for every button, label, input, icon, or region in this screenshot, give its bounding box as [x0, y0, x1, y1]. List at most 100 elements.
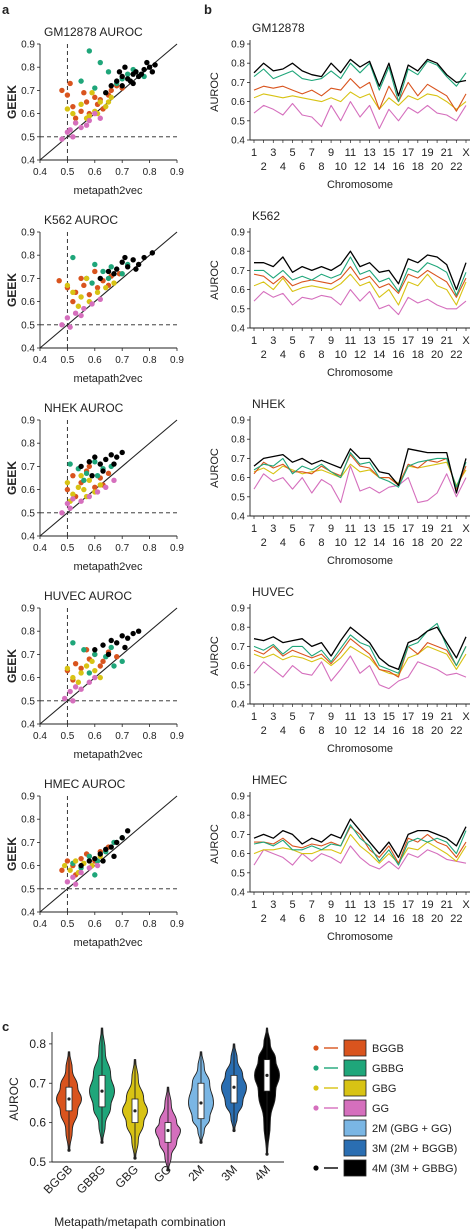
chromosome-label: 16	[392, 161, 404, 173]
scatter-point-4M	[141, 254, 147, 261]
scatter-point-GG	[94, 489, 101, 495]
series-line-GBBG	[253, 452, 467, 488]
scatter-point-BGGB	[92, 268, 98, 275]
series-line-GBBG	[253, 622, 467, 674]
outlier-GBG	[133, 1156, 137, 1160]
outlier-BGGB	[67, 1148, 71, 1152]
outlier-2M	[199, 1140, 203, 1144]
y-tick-label: 0.5	[231, 304, 245, 315]
x-tick-label: 0.5	[60, 355, 74, 366]
chromosome-label: 21	[441, 523, 453, 535]
x-tick-label: 0.4	[33, 919, 47, 930]
scatter-xlabel: metapath2vec	[73, 749, 143, 761]
y-tick-label: 0.6	[231, 97, 245, 108]
scatter-chart-1: K562 AUROC metapath2vec GEEK 0.4 0.5 0.6 0.7 0.…	[5, 213, 184, 385]
scatter-point-4M	[114, 266, 120, 272]
chromosome-label: 17	[402, 711, 414, 723]
scatter-point-GBG	[86, 477, 93, 484]
chromosome-label: 19	[421, 899, 433, 911]
scatter-title: HUVEC AUROC	[44, 589, 132, 603]
scatter-point-GG	[81, 305, 87, 312]
chromosome-label: 18	[412, 913, 424, 925]
scatter-point-4M	[135, 628, 142, 634]
x-tick-label: 0.5	[60, 919, 74, 930]
chromosome-label: 22	[450, 537, 462, 549]
violin-xlabel: Metapath/metapath combination	[54, 1215, 225, 1229]
scatter-point-BGGB	[72, 660, 79, 667]
chromosome-label: 9	[328, 147, 334, 159]
scatter-point-4M	[135, 261, 142, 268]
scatter-point-GG	[64, 315, 71, 321]
scatter-point-GBBG	[81, 477, 87, 484]
legend-marker	[313, 1085, 319, 1091]
scatter-point-4M	[89, 472, 95, 479]
series-line-GBG	[253, 645, 467, 676]
y-tick-label: 0.6	[21, 861, 35, 872]
line-title: K562	[252, 209, 280, 223]
y-tick-label: 0.5	[231, 868, 245, 879]
scatter-point-4M	[124, 828, 131, 834]
scatter-point-GBBG	[105, 275, 112, 282]
scatter-point-4M	[92, 454, 98, 460]
chromosome-label: 9	[328, 899, 334, 911]
chromosome-label: 18	[412, 537, 424, 549]
scatter-point-GBBG	[124, 71, 131, 77]
scatter-point-4M	[130, 257, 136, 263]
series-line-4M	[253, 448, 467, 494]
chromosome-label: 16	[392, 913, 404, 925]
scatter-point-GG	[64, 500, 71, 507]
y-tick-label: 0.9	[231, 604, 245, 615]
category-label: GBG	[112, 1162, 141, 1191]
violin-ylabel: AUROC	[7, 1077, 21, 1121]
scatter-point-GG	[67, 324, 73, 330]
y-tick-label: 0.9	[21, 416, 35, 427]
scatter-point-4M	[103, 846, 109, 853]
chromosome-label: X	[462, 147, 470, 159]
chromosome-label: 8	[318, 537, 324, 549]
series-line-GBBG	[253, 824, 467, 866]
scatter-point-GBG	[97, 482, 103, 488]
series-line-GG	[253, 101, 467, 130]
chromosome-label: 2	[261, 537, 267, 549]
chromosome-label: 22	[450, 725, 462, 737]
scatter-point-GG	[72, 310, 79, 316]
chromosome-label: 3	[270, 523, 276, 535]
scatter-point-BGGB	[97, 663, 103, 669]
scatter-point-BGGB	[108, 87, 114, 94]
scatter-point-GG	[64, 879, 71, 885]
y-tick-label: 0.9	[21, 792, 35, 803]
y-tick-label: 0.6	[231, 849, 245, 860]
chromosome-label: 18	[412, 349, 424, 361]
scatter-xlabel: metapath2vec	[73, 561, 143, 573]
chromosome-label: 16	[392, 725, 404, 737]
scatter-point-GBG	[75, 303, 82, 309]
y-tick-label: 0.5	[21, 508, 35, 519]
legend-item-2M: 2M (GBG + GG)	[343, 1119, 452, 1137]
scatter-point-BGGB	[100, 658, 106, 665]
scatter-point-BGGB	[70, 472, 76, 479]
scatter-point-4M	[92, 855, 98, 862]
scatter-point-BGGB	[94, 284, 101, 291]
chromosome-label: X	[462, 711, 470, 723]
scatter-ylabel: GEEK	[5, 461, 19, 495]
line-chart-0: GM12878 AUROC Chromosome 0.4 0.5 0.6 0.7 0.8 0.9…	[209, 21, 470, 191]
series-line-GBBG	[254, 256, 467, 296]
chromosome-label: 14	[373, 725, 385, 737]
chromosome-label: 1	[251, 335, 257, 347]
chromosome-label: 5	[289, 147, 295, 159]
scatter-point-BGGB	[83, 99, 90, 105]
scatter-point-GBG	[67, 867, 73, 873]
y-tick-label: 0.7	[21, 462, 35, 473]
chromosome-label: 16	[392, 537, 404, 549]
y-tick-label: 0.8	[231, 59, 245, 70]
category-label: GBBG	[74, 1162, 108, 1196]
scatter-point-GG	[72, 881, 79, 887]
y-tick-label: 0.4	[21, 156, 35, 167]
y-tick-label: 0.9	[231, 228, 245, 239]
y-tick-label: 0.6	[231, 473, 245, 484]
scatter-point-GBBG	[92, 651, 98, 658]
scatter-point-GG	[97, 296, 103, 302]
x-tick-label: 0.5	[60, 167, 74, 178]
chromosome-label: 4	[280, 161, 286, 173]
